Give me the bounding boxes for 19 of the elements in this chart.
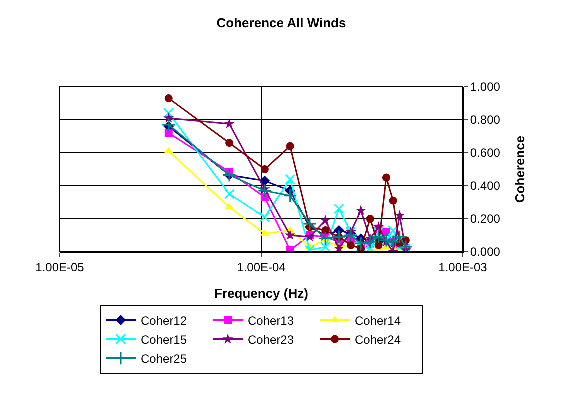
legend-label: Coher15	[141, 332, 188, 347]
legend-label: Coher23	[248, 332, 294, 347]
legend-label: Coher13	[248, 314, 294, 328]
y-tick-label: 0.400	[470, 179, 501, 194]
y-tick-label: 0.000	[470, 245, 501, 260]
x-axis-title: Frequency (Hz)	[214, 286, 308, 301]
x-tick-label: 1.00E-04	[237, 260, 286, 274]
y-tick-label: 0.200	[470, 212, 501, 226]
y-axis-title: Coherence	[512, 136, 528, 204]
legend-label: Coher24	[355, 332, 402, 347]
y-tick-label: 0.600	[470, 146, 501, 160]
legend-label: Coher14	[355, 314, 402, 328]
legend-label: Coher25	[141, 352, 188, 366]
y-tick-label: 0.800	[470, 113, 501, 128]
x-tick-label: 1.00E-05	[36, 260, 85, 274]
x-tick-label: 1.00E-03	[438, 260, 488, 274]
legend-label: Coher12	[141, 314, 188, 328]
y-tick-label: 1.000	[470, 80, 501, 94]
chart-title: Coherence All Winds	[216, 16, 346, 31]
